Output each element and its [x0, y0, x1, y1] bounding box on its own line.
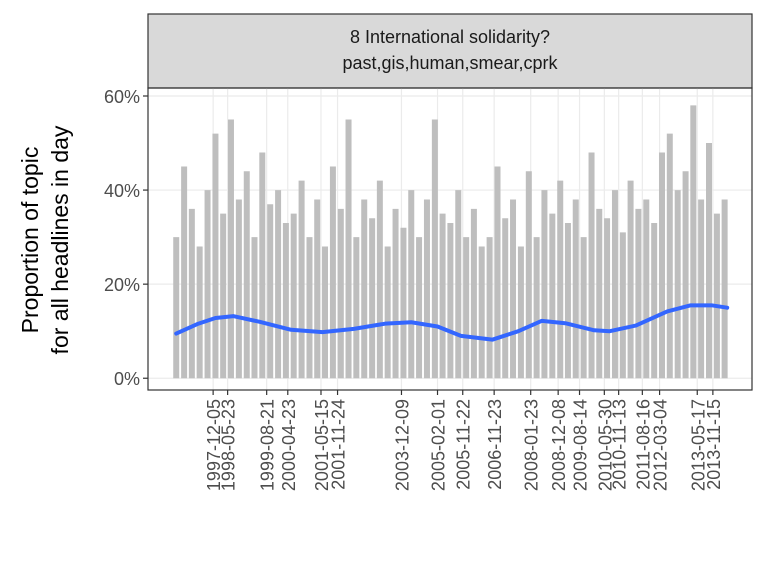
x-tick-label: 1997-12-05	[204, 399, 224, 491]
plot-area	[148, 88, 752, 390]
x-tick-label: 2005-02-01	[429, 399, 449, 491]
x-tick-label: 2009-08-14	[571, 399, 591, 491]
x-tick-label: 2003-12-09	[392, 399, 412, 491]
x-tick-label: 1998-05-23	[219, 399, 239, 491]
y-tick-label: 0%	[114, 369, 140, 389]
y-tick-label: 20%	[104, 275, 140, 295]
x-tick-label: 2001-11-24	[329, 399, 349, 490]
facet-strip	[147, 13, 753, 89]
x-tick-label: 2000-04-23	[279, 399, 299, 491]
smooth-line	[174, 303, 730, 342]
y-axis-title: for all headlines in day	[47, 125, 73, 354]
y-tick-label: 60%	[104, 87, 140, 107]
x-tick-label: 2012-03-04	[651, 399, 671, 491]
x-tick-label: 2006-11-23	[485, 399, 505, 490]
x-tick-label: 1999-08-21	[258, 399, 278, 491]
x-tick-label: 2001-05-15	[312, 399, 332, 491]
y-axis-title: Proportion of topic	[17, 147, 43, 334]
strip-subtitle: past,gis,human,smear,cprk	[342, 53, 558, 73]
y-tick-label: 40%	[104, 181, 140, 201]
strip-title: 8 International solidarity?	[350, 27, 550, 47]
x-tick-label: 2013-05-17	[688, 399, 708, 491]
x-tick-label: 2010-11-13	[610, 399, 630, 490]
x-tick-label: 2010-05-30	[595, 399, 615, 491]
x-tick-label: 2005-11-22	[454, 399, 474, 490]
panel-border	[147, 87, 753, 391]
x-tick-label: 2011-08-16	[633, 399, 653, 490]
x-tick-label: 2008-12-08	[549, 399, 569, 491]
x-tick-label: 2013-11-15	[704, 399, 724, 490]
x-tick-label: 2008-01-23	[522, 399, 542, 491]
